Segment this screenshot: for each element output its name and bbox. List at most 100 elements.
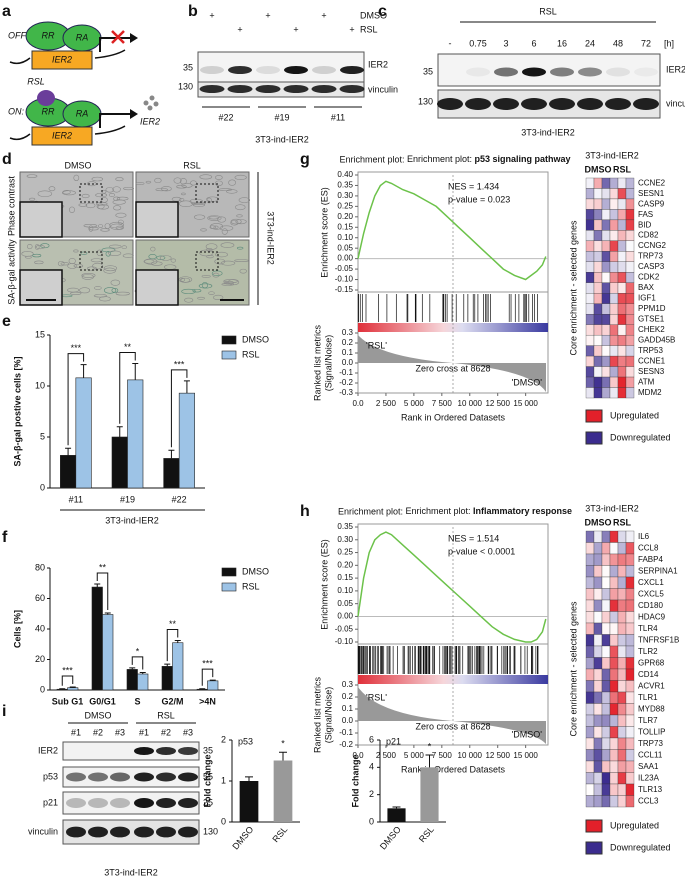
y-tick-label: 0.00	[337, 254, 353, 263]
heatmap-cell	[617, 576, 627, 589]
gene-label: IGF1	[638, 294, 656, 303]
cell-texture	[197, 296, 205, 300]
heatmap-cell	[601, 230, 611, 242]
cell-texture	[92, 262, 103, 270]
heatmap-cell	[625, 714, 635, 727]
heatmap-cell	[601, 376, 611, 388]
y-axis-label: Ranked list metrics	[312, 324, 322, 401]
y-tick-label: 0.30	[337, 191, 353, 200]
heatmap-cell	[625, 324, 635, 336]
heatmap-cell	[617, 282, 627, 294]
x-axis-label: Rank in Ordered Datasets	[401, 412, 506, 422]
heatmap-cell	[617, 795, 627, 808]
heatmap-cell	[601, 737, 611, 750]
heatmap-cell	[609, 530, 619, 543]
cell-texture	[181, 192, 186, 196]
heatmap-cell	[585, 530, 595, 543]
heatmap-column: RSL	[613, 164, 632, 174]
heatmap-cell	[601, 726, 611, 739]
dna	[9, 125, 126, 141]
y-tick-label: -0.2	[339, 378, 353, 387]
heatmap-cell	[601, 324, 611, 336]
blot-band	[283, 85, 309, 93]
heatmap-cell	[585, 219, 595, 231]
y-tick-label: 10	[35, 380, 45, 390]
y-tick-label: -0.10	[335, 275, 354, 284]
bar	[387, 808, 406, 822]
heatmap-cell	[625, 668, 635, 681]
x-tick-label: 5 000	[404, 751, 425, 760]
heatmap-cell	[585, 251, 595, 262]
heatmap-cell	[601, 188, 611, 200]
heatmap-cell	[585, 355, 595, 367]
heatmap-cell	[617, 668, 627, 681]
product-label: IER2	[140, 116, 160, 126]
heatmap-cell	[593, 691, 603, 704]
y-tick-label: 1	[221, 775, 226, 785]
mw-label: 130	[178, 81, 193, 91]
cell-texture	[221, 228, 228, 235]
protein-label: p53	[43, 771, 58, 781]
es-curve	[357, 531, 547, 643]
x-tick-label: 10 000	[458, 399, 483, 408]
heatmap-cell	[617, 622, 627, 635]
blot-band	[284, 66, 308, 74]
cell-texture	[239, 268, 247, 274]
heatmap-cell	[593, 303, 603, 315]
heatmap-cell	[617, 588, 627, 601]
protein-dot	[143, 100, 149, 106]
heatmap-column: DMSO	[585, 517, 612, 527]
cell-texture	[73, 174, 80, 182]
bar	[239, 781, 259, 822]
heatmap-side-label: Core enrichment - selected genes	[568, 601, 578, 737]
protein-label: vinculin	[666, 98, 685, 108]
cell-texture	[103, 267, 116, 274]
heatmap-cell	[625, 576, 635, 589]
heatmap-cell	[609, 272, 619, 283]
plus-sign: +	[349, 24, 354, 34]
heatmap-cell	[617, 553, 627, 566]
blot-band	[156, 746, 176, 756]
y-tick-label: 0	[221, 816, 226, 826]
cell-texture	[215, 251, 228, 258]
error-bar	[116, 426, 123, 437]
panel-label: c	[378, 3, 387, 20]
time-label: -	[449, 38, 452, 48]
gene-box	[31, 50, 93, 70]
heatmap-cell	[625, 657, 635, 670]
cell-texture	[95, 192, 108, 198]
cell-texture	[150, 246, 156, 252]
cell-texture	[113, 205, 122, 211]
heatmap-cell	[593, 376, 603, 388]
blot-band	[227, 85, 253, 93]
heatmap-cell	[625, 198, 635, 210]
blot-band	[156, 772, 176, 782]
heatmap-cell	[585, 634, 595, 647]
gene-label: TLR13	[638, 785, 663, 794]
cell-texture	[206, 248, 213, 252]
heatmap-cell	[617, 219, 627, 231]
gene-label: ACVR1	[638, 681, 665, 690]
heatmap-cell	[609, 795, 619, 808]
heatmap-cell	[617, 376, 627, 388]
treatment-label: DMSO	[360, 10, 387, 20]
heatmap-cell	[617, 530, 627, 543]
x-tick-label: S	[134, 696, 140, 706]
gene-label: CD14	[638, 670, 659, 679]
gene-label: CD82	[638, 231, 659, 240]
heatmap-cell	[617, 251, 627, 262]
time-label: 0.75	[469, 38, 487, 48]
significance-bracket	[170, 369, 188, 448]
heatmap-cell	[593, 387, 603, 399]
y-tick-label: 0.25	[337, 548, 353, 557]
heatmap-cell	[585, 177, 595, 189]
cell-texture	[90, 258, 103, 263]
cell-line-label: 3T3-ind-IER2	[255, 134, 309, 144]
heatmap-cell	[593, 611, 603, 624]
cell-texture	[145, 180, 152, 184]
cell-texture	[178, 200, 194, 208]
heatmap-cell	[625, 599, 635, 612]
heatmap-cell	[625, 376, 635, 388]
y-tick-label: 4	[369, 762, 374, 772]
arrow-head	[130, 109, 138, 119]
